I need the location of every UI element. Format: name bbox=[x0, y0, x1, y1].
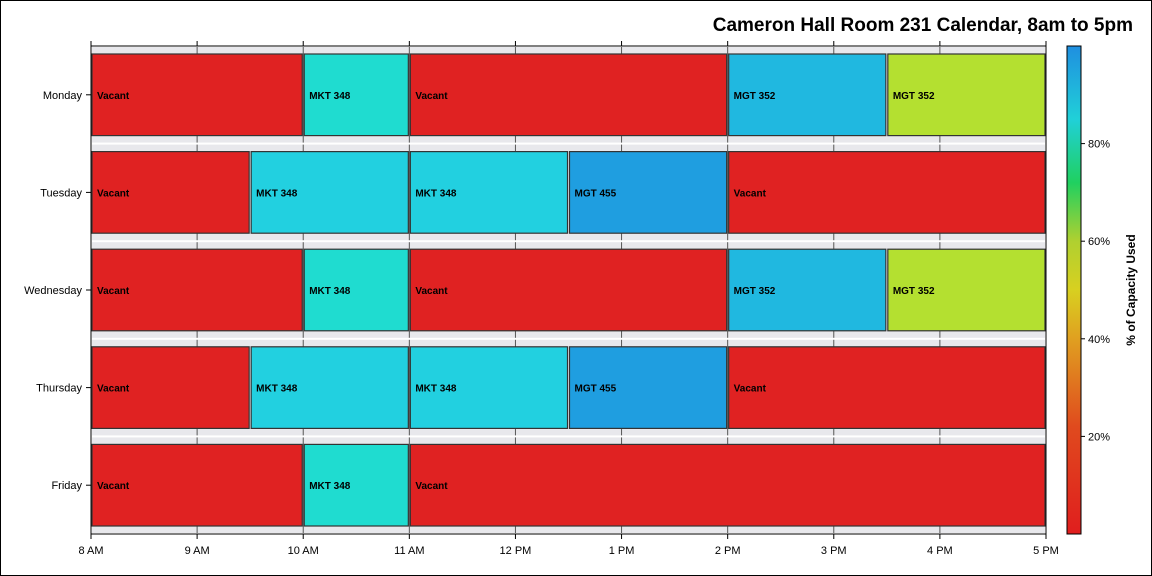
timeline-bar bbox=[728, 53, 887, 137]
timeline-bar bbox=[303, 248, 409, 332]
bar-label: Vacant bbox=[415, 481, 448, 492]
y-tick-label: Friday bbox=[51, 480, 82, 492]
colorbar-scale bbox=[1066, 45, 1082, 535]
timeline-bar bbox=[728, 346, 1046, 429]
bar-label: MKT 348 bbox=[309, 286, 351, 297]
x-tick-label: 1 PM bbox=[609, 545, 635, 557]
timeline-bar bbox=[91, 248, 303, 332]
x-tick-label: 3 PM bbox=[821, 545, 847, 557]
x-tick-label: 5 PM bbox=[1033, 545, 1059, 557]
y-tick-label: Monday bbox=[43, 90, 83, 102]
bar-label: Vacant bbox=[97, 91, 130, 102]
timeline-bar bbox=[409, 53, 728, 137]
bar-label: Vacant bbox=[97, 286, 130, 297]
colorbar-tick-label: 80% bbox=[1088, 139, 1110, 151]
timeline-bar bbox=[409, 151, 569, 234]
x-tick-label: 4 PM bbox=[927, 545, 953, 557]
colorbar-title: % of Capacity Used bbox=[1124, 234, 1138, 345]
y-tick-label: Tuesday bbox=[40, 187, 82, 199]
colorbar: 20% 40% 60% 80% % of Capacity Used bbox=[1066, 45, 1138, 535]
x-tick-label: 8 AM bbox=[78, 545, 103, 557]
x-tick-label: 11 AM bbox=[394, 545, 424, 557]
x-axis: 8 AM 9 AM 10 AM 11 AM 12 PM 1 PM 2 PM 3 PM 4 PM 5… bbox=[78, 41, 1059, 557]
timeline-bar bbox=[91, 151, 250, 234]
bar-label: Vacant bbox=[415, 286, 448, 297]
timeline-bar bbox=[887, 248, 1046, 332]
bar-label: Vacant bbox=[97, 384, 130, 395]
timeline-bar bbox=[409, 248, 728, 332]
bar-label: MGT 352 bbox=[893, 91, 935, 102]
bar-label: MKT 348 bbox=[256, 188, 298, 199]
bar-label: MKT 348 bbox=[415, 384, 457, 395]
plot-area: Vacant MKT 348 Vacant MGT 352 MGT 352 Vacant M… bbox=[90, 45, 1047, 535]
colorbar-tick-label: 60% bbox=[1088, 236, 1110, 248]
y-tick-label: Thursday bbox=[36, 383, 82, 395]
timeline-bar bbox=[409, 346, 569, 429]
y-tick-label: Wednesday bbox=[24, 285, 82, 297]
timeline-bar bbox=[303, 443, 409, 527]
timeline-bar bbox=[568, 346, 728, 429]
bar-label: MKT 348 bbox=[415, 188, 457, 199]
chart-title: Cameron Hall Room 231 Calendar, 8am to 5… bbox=[712, 15, 1133, 36]
bar-label: Vacant bbox=[97, 481, 130, 492]
timeline-bar bbox=[91, 53, 303, 137]
timeline-bar bbox=[409, 443, 1046, 527]
x-tick-label: 12 PM bbox=[500, 545, 532, 557]
bar-label: Vacant bbox=[415, 91, 448, 102]
timeline-bar bbox=[91, 346, 250, 429]
timeline-bar bbox=[728, 151, 1046, 234]
bar-label: MKT 348 bbox=[309, 481, 351, 492]
colorbar-tick-label: 20% bbox=[1088, 431, 1110, 443]
bar-label: MGT 455 bbox=[575, 188, 617, 199]
timeline-bar bbox=[250, 346, 409, 429]
bar-label: Vacant bbox=[734, 188, 767, 199]
bar-label: MKT 348 bbox=[256, 384, 298, 395]
timeline-bar bbox=[887, 53, 1046, 137]
timeline-bar bbox=[303, 53, 409, 137]
bar-label: MGT 352 bbox=[734, 91, 776, 102]
y-axis: Monday Tuesday Wednesday Thursday Friday bbox=[24, 90, 91, 492]
bar-label: Vacant bbox=[734, 384, 767, 395]
x-tick-label: 10 AM bbox=[288, 545, 319, 557]
x-tick-label: 2 PM bbox=[715, 545, 741, 557]
bar-label: MGT 352 bbox=[893, 286, 935, 297]
colorbar-tick-label: 40% bbox=[1088, 334, 1110, 346]
bar-label: MGT 352 bbox=[734, 286, 776, 297]
timeline-bar bbox=[91, 443, 303, 527]
x-tick-label: 9 AM bbox=[185, 545, 210, 557]
bar-label: MKT 348 bbox=[309, 91, 351, 102]
timeline-bar bbox=[568, 151, 728, 234]
bar-label: Vacant bbox=[97, 188, 130, 199]
timeline-bar bbox=[728, 248, 887, 332]
timeline-bar bbox=[250, 151, 409, 234]
bar-label: MGT 455 bbox=[575, 384, 617, 395]
